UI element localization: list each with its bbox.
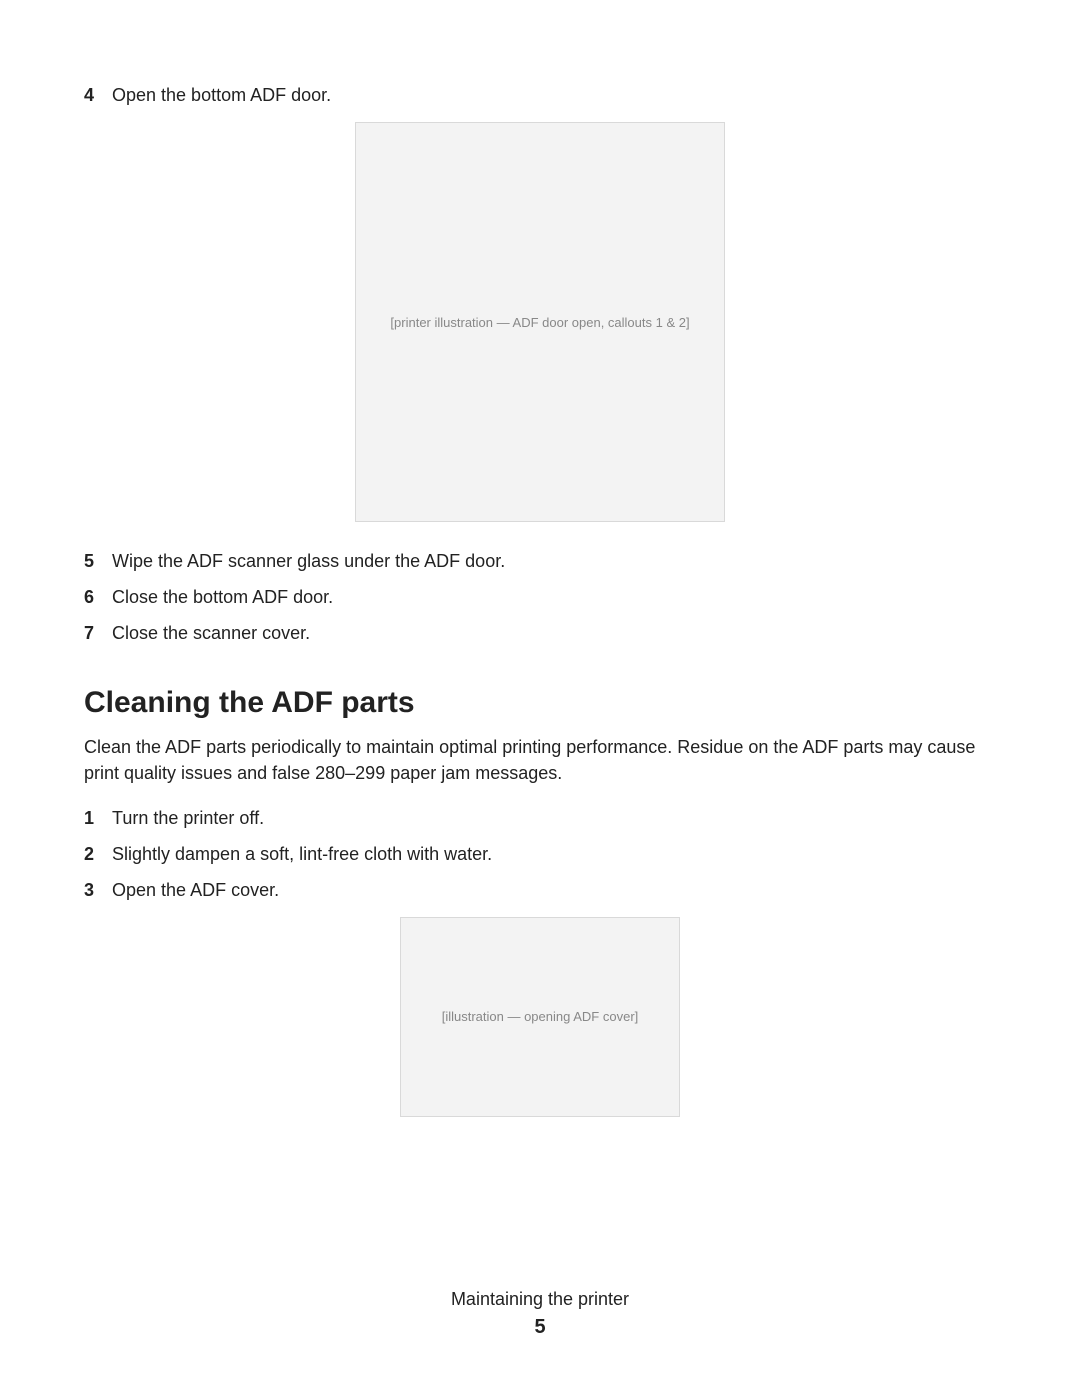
step-number: 6	[84, 584, 106, 610]
step-number: 5	[84, 548, 106, 574]
step-item: 3 Open the ADF cover.	[84, 877, 996, 903]
step-text: Open the bottom ADF door.	[112, 82, 331, 108]
section-paragraph: Clean the ADF parts periodically to main…	[84, 734, 996, 786]
page-footer: Maintaining the printer 5	[0, 1289, 1080, 1339]
document-page: 4 Open the bottom ADF door. [printer ill…	[0, 0, 1080, 1397]
step-item: 7 Close the scanner cover.	[84, 620, 996, 646]
step-text: Close the bottom ADF door.	[112, 584, 333, 610]
figure-container: [illustration — opening ADF cover]	[84, 917, 996, 1117]
figure-adf-cover-open: [illustration — opening ADF cover]	[400, 917, 680, 1117]
step-item: 1 Turn the printer off.	[84, 805, 996, 831]
step-number: 7	[84, 620, 106, 646]
figure-printer-adf-open: [printer illustration — ADF door open, c…	[355, 122, 725, 522]
step-item: 4 Open the bottom ADF door.	[84, 82, 996, 108]
step-item: 5 Wipe the ADF scanner glass under the A…	[84, 548, 996, 574]
step-number: 3	[84, 877, 106, 903]
step-text: Wipe the ADF scanner glass under the ADF…	[112, 548, 505, 574]
step-text: Open the ADF cover.	[112, 877, 279, 903]
step-item: 6 Close the bottom ADF door.	[84, 584, 996, 610]
section-heading: Cleaning the ADF parts	[84, 686, 996, 720]
step-number: 4	[84, 82, 106, 108]
step-text: Turn the printer off.	[112, 805, 264, 831]
step-number: 1	[84, 805, 106, 831]
footer-chapter: Maintaining the printer	[0, 1289, 1080, 1310]
step-item: 2 Slightly dampen a soft, lint-free clot…	[84, 841, 996, 867]
step-number: 2	[84, 841, 106, 867]
step-text: Close the scanner cover.	[112, 620, 310, 646]
page-number: 5	[0, 1316, 1080, 1339]
figure-container: [printer illustration — ADF door open, c…	[84, 122, 996, 522]
step-text: Slightly dampen a soft, lint-free cloth …	[112, 841, 492, 867]
